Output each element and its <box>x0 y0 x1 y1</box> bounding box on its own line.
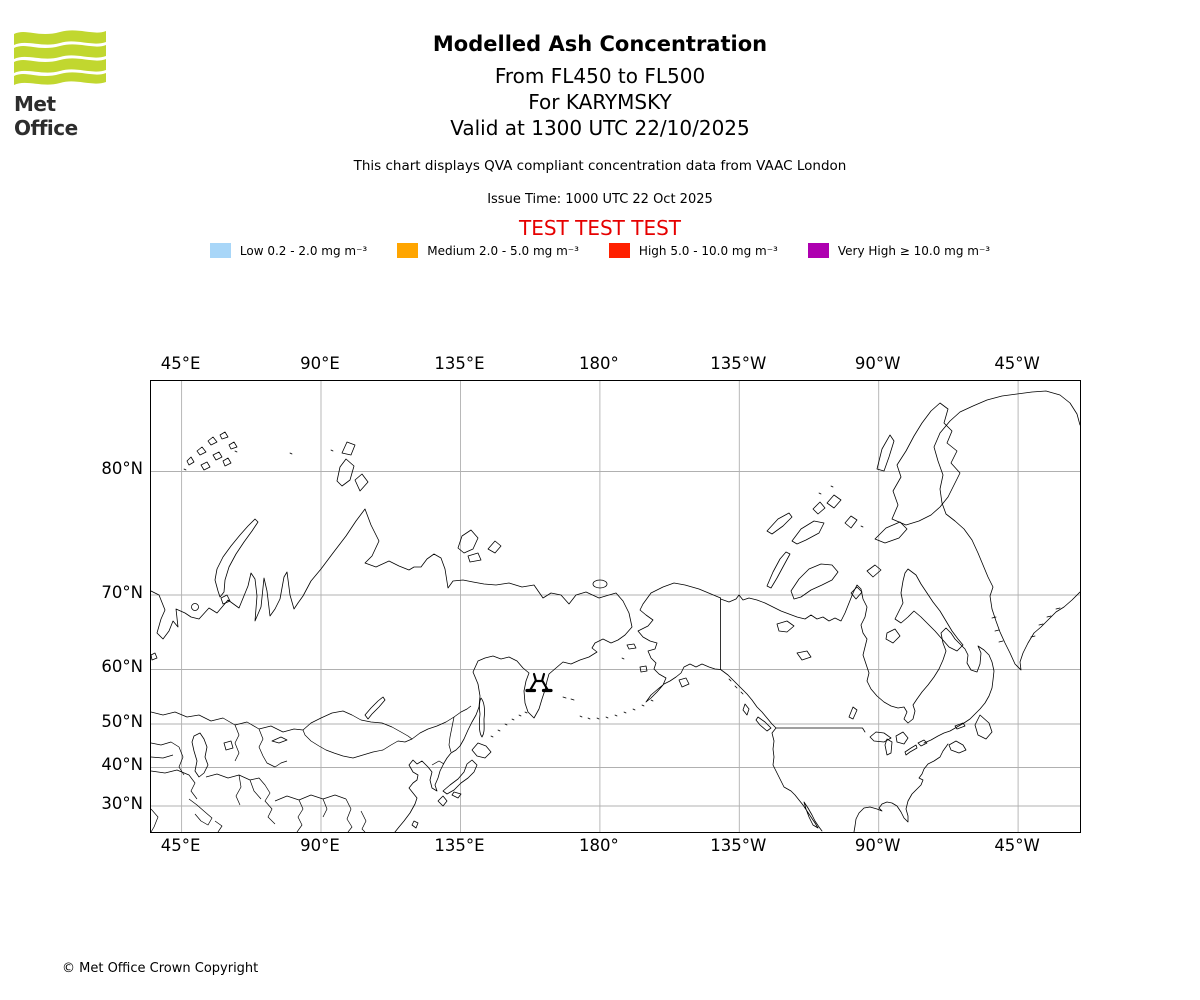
qva-note: This chart displays QVA compliant concen… <box>353 158 847 174</box>
issue-time: Issue Time: 1000 UTC 22 Oct 2025 <box>487 192 713 207</box>
concentration-legend: Low 0.2 - 2.0 mg m⁻³ Medium 2.0 - 5.0 mg… <box>0 243 1200 258</box>
axis-tick-bottom: 135°W <box>710 836 767 855</box>
volcano-marker <box>525 672 553 693</box>
flight-level-line: From FL450 to FL500 <box>494 64 706 88</box>
axis-tick-top: 45°W <box>994 354 1040 373</box>
met-office-logo-waves <box>14 30 106 85</box>
axis-tick-left: 30°N <box>101 794 143 813</box>
legend-label: High 5.0 - 10.0 mg m⁻³ <box>638 243 778 258</box>
axis-tick-top: 180° <box>579 354 619 373</box>
very-high-swatch <box>807 243 829 258</box>
copyright-notice: © Met Office Crown Copyright <box>62 961 259 976</box>
low-swatch <box>209 243 231 258</box>
axis-tick-left: 50°N <box>101 712 143 731</box>
axis-tick-top: 45°E <box>160 354 201 373</box>
medium-swatch <box>397 243 419 258</box>
ash-concentration-map <box>150 380 1081 833</box>
met-office-logo: Met Office <box>14 28 114 140</box>
legend-label: Very High ≥ 10.0 mg m⁻³ <box>837 243 991 258</box>
country-borders <box>151 705 472 832</box>
axis-tick-bottom: 90°W <box>854 836 901 855</box>
axis-tick-left: 80°N <box>101 459 143 478</box>
volcano-line: For KARYMSKY <box>528 90 672 114</box>
legend-item-low: Low 0.2 - 2.0 mg m⁻³ <box>209 243 368 258</box>
axis-tick-bottom: 45°W <box>994 836 1040 855</box>
map-gridlines <box>151 381 1080 832</box>
legend-item-medium: Medium 2.0 - 5.0 mg m⁻³ <box>397 243 579 258</box>
axis-tick-left: 40°N <box>101 755 143 774</box>
axis-tick-bottom: 135°E <box>434 836 485 855</box>
axis-tick-left: 60°N <box>101 657 143 676</box>
met-office-logo-text: Met Office <box>14 92 78 140</box>
axis-tick-bottom: 180° <box>579 836 619 855</box>
legend-item-very-high: Very High ≥ 10.0 mg m⁻³ <box>807 243 991 258</box>
high-swatch <box>608 243 630 258</box>
page-title: Modelled Ash Concentration <box>432 32 768 56</box>
axis-tick-top: 135°W <box>710 354 767 373</box>
axis-tick-top: 135°E <box>434 354 485 373</box>
axis-tick-bottom: 45°E <box>160 836 201 855</box>
legend-label: Low 0.2 - 2.0 mg m⁻³ <box>239 243 368 258</box>
legend-label: Medium 2.0 - 5.0 mg m⁻³ <box>427 243 579 258</box>
test-banner: TEST TEST TEST <box>518 216 681 240</box>
legend-item-high: High 5.0 - 10.0 mg m⁻³ <box>608 243 778 258</box>
axis-tick-left: 70°N <box>101 583 143 602</box>
axis-tick-top: 90°E <box>300 354 340 373</box>
axis-tick-bottom: 90°E <box>300 836 340 855</box>
coastlines <box>151 390 1080 832</box>
axis-tick-top: 90°W <box>854 354 901 373</box>
valid-time-line: Valid at 1300 UTC 22/10/2025 <box>450 116 750 140</box>
